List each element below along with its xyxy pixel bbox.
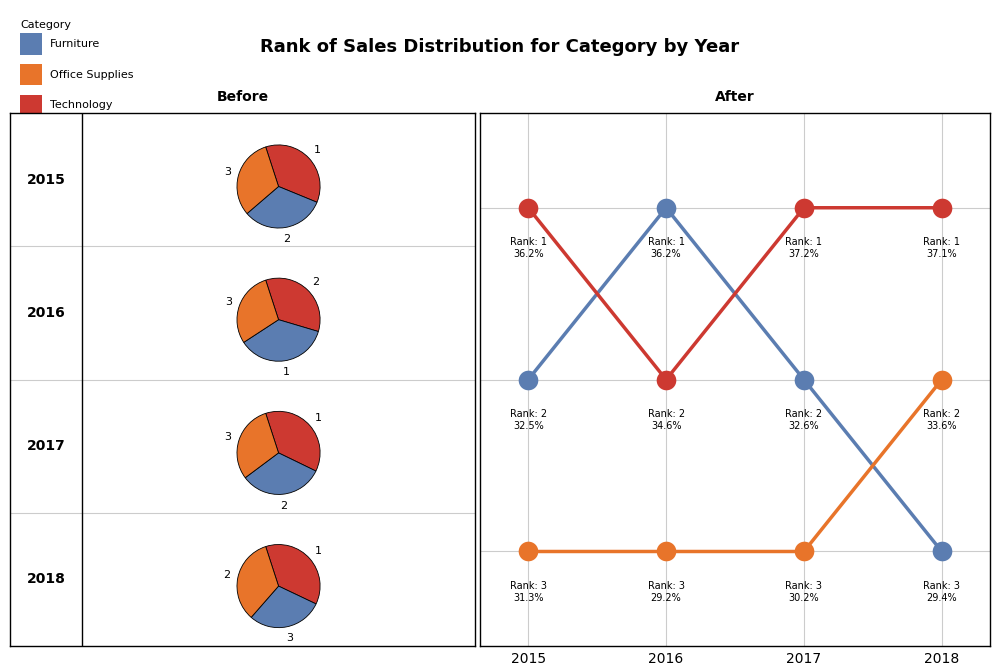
Wedge shape xyxy=(237,147,279,214)
Wedge shape xyxy=(247,186,317,228)
Text: 2: 2 xyxy=(283,234,291,244)
Text: 2017: 2017 xyxy=(27,439,65,454)
Wedge shape xyxy=(237,547,279,617)
Text: Category: Category xyxy=(20,20,71,30)
Text: Rank: 3
31.3%: Rank: 3 31.3% xyxy=(510,581,547,603)
Text: 3: 3 xyxy=(225,297,232,307)
Wedge shape xyxy=(266,278,320,332)
Text: Rank: 3
30.2%: Rank: 3 30.2% xyxy=(785,581,822,603)
Wedge shape xyxy=(237,414,279,478)
Text: Rank: 1
37.2%: Rank: 1 37.2% xyxy=(785,237,822,259)
Text: Rank: 2
32.6%: Rank: 2 32.6% xyxy=(785,409,822,432)
Text: Office Supplies: Office Supplies xyxy=(50,69,134,80)
Text: Rank: 1
37.1%: Rank: 1 37.1% xyxy=(923,237,960,259)
Text: 1: 1 xyxy=(314,145,321,155)
Wedge shape xyxy=(266,412,320,471)
Text: 3: 3 xyxy=(224,167,231,177)
Text: 2015: 2015 xyxy=(27,172,65,187)
Text: Rank: 2
33.6%: Rank: 2 33.6% xyxy=(923,409,960,432)
Text: 2: 2 xyxy=(312,276,319,286)
Text: Rank of Sales Distribution for Category by Year: Rank of Sales Distribution for Category … xyxy=(260,37,740,56)
Text: 2016: 2016 xyxy=(27,306,65,320)
Point xyxy=(658,202,674,213)
Text: Rank: 1
36.2%: Rank: 1 36.2% xyxy=(648,237,685,259)
Wedge shape xyxy=(237,280,279,342)
Point xyxy=(796,374,812,385)
Text: 1: 1 xyxy=(315,546,322,556)
Wedge shape xyxy=(251,586,316,627)
Text: Rank: 2
34.6%: Rank: 2 34.6% xyxy=(648,409,685,432)
Wedge shape xyxy=(245,453,316,494)
Point xyxy=(934,202,950,213)
Wedge shape xyxy=(244,320,318,361)
Point xyxy=(934,374,950,385)
Point xyxy=(796,546,812,557)
Text: Before: Before xyxy=(216,89,269,104)
Text: 2: 2 xyxy=(223,570,230,580)
Text: Rank: 2
32.5%: Rank: 2 32.5% xyxy=(510,409,547,432)
Text: 3: 3 xyxy=(224,432,231,442)
Text: Technology: Technology xyxy=(50,100,112,111)
Point xyxy=(658,546,674,557)
Point xyxy=(934,546,950,557)
Text: Rank: 3
29.2%: Rank: 3 29.2% xyxy=(648,581,685,603)
Wedge shape xyxy=(266,545,320,604)
Text: Rank: 3
29.4%: Rank: 3 29.4% xyxy=(923,581,960,603)
Text: Rank: 1
36.2%: Rank: 1 36.2% xyxy=(510,237,547,259)
Point xyxy=(520,374,536,385)
Text: 1: 1 xyxy=(283,368,290,378)
Point xyxy=(796,202,812,213)
Text: 2018: 2018 xyxy=(27,572,65,587)
Text: Furniture: Furniture xyxy=(50,39,100,49)
Text: After: After xyxy=(715,89,755,104)
Wedge shape xyxy=(266,145,320,202)
Point xyxy=(658,374,674,385)
Text: 2: 2 xyxy=(280,501,287,511)
Text: 3: 3 xyxy=(286,633,293,643)
Point xyxy=(520,546,536,557)
Point xyxy=(520,202,536,213)
Text: 1: 1 xyxy=(315,413,322,423)
